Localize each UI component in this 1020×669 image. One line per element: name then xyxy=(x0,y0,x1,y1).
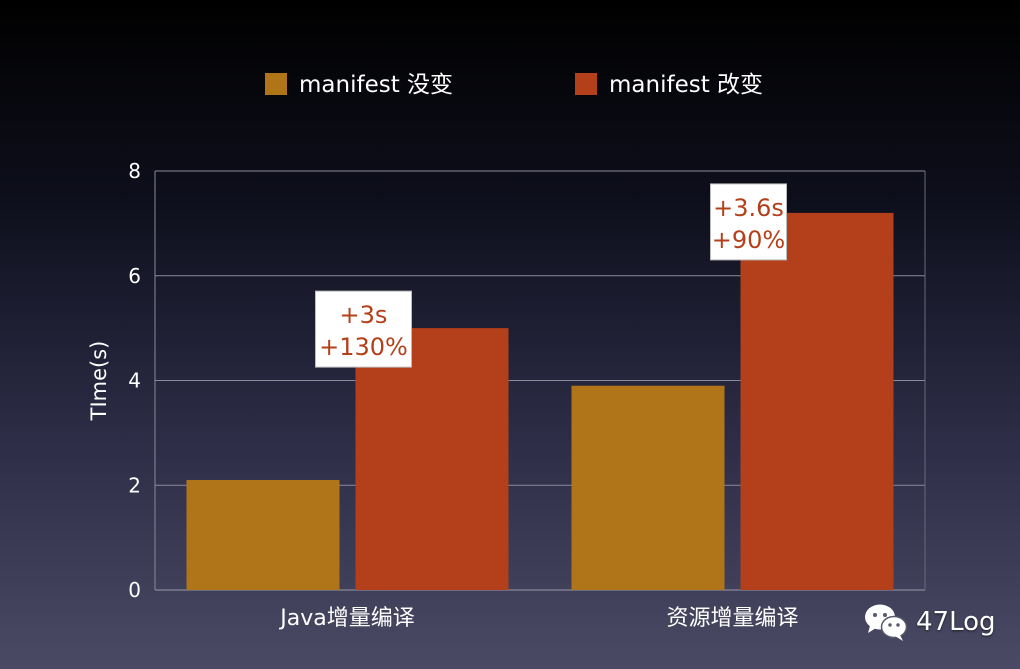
axes: 0 2 4 6 8 TIme(s) Java增量编译 资源增量编译 xyxy=(87,159,926,631)
x-tick-label: Java增量编译 xyxy=(278,606,414,631)
y-tick-label: 6 xyxy=(128,264,141,288)
bar xyxy=(186,480,340,590)
wechat-icon xyxy=(865,604,908,641)
annotation-label: +90% xyxy=(712,226,785,254)
annotation-box xyxy=(315,290,412,368)
annotations: +3s +130% +3.6s +90% xyxy=(315,183,787,368)
legend: manifest 没变 manifest 改变 xyxy=(265,72,763,98)
y-tick-label: 4 xyxy=(128,369,141,393)
y-tick-label: 0 xyxy=(128,578,141,602)
x-tick-label: 资源增量编译 xyxy=(666,606,798,631)
watermark-text: 47Log xyxy=(916,607,996,637)
annotation-label: +3s xyxy=(340,301,388,329)
legend-label: manifest 改变 xyxy=(609,72,763,98)
y-tick-label: 2 xyxy=(128,473,141,497)
legend-swatch xyxy=(265,73,287,95)
y-tick-label: 8 xyxy=(128,159,141,183)
legend-label: manifest 没变 xyxy=(299,72,453,98)
bars xyxy=(186,212,894,590)
bar xyxy=(571,385,725,590)
watermark: 47Log xyxy=(862,600,996,644)
legend-swatch xyxy=(575,73,597,95)
annotation-label: +3.6s xyxy=(713,194,784,222)
annotation-label: +130% xyxy=(319,333,408,361)
annotation-box xyxy=(710,183,787,261)
bar xyxy=(355,328,509,590)
bar xyxy=(740,212,894,590)
y-axis-label: TIme(s) xyxy=(87,341,111,422)
